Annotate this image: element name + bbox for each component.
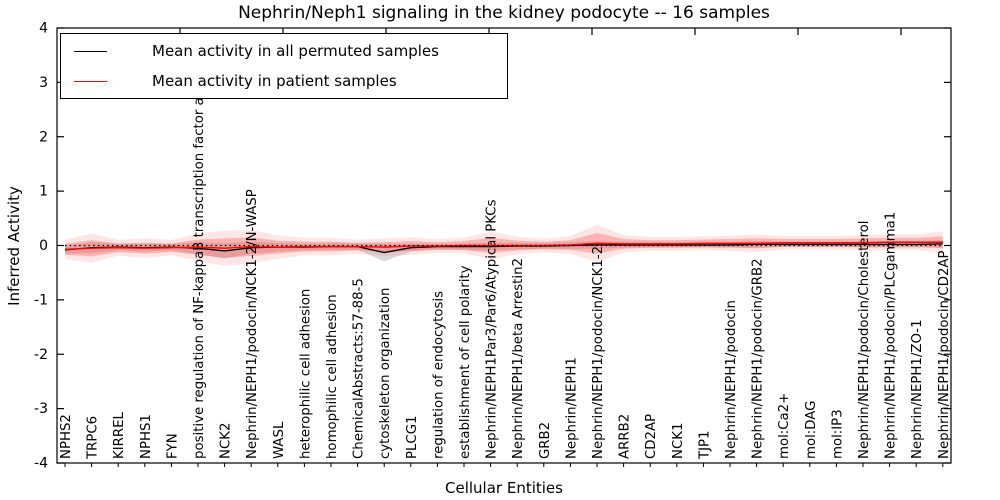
x-tick-label: regulation of endocytosis <box>431 291 446 459</box>
y-tick-label: 1 <box>39 184 48 200</box>
x-tick-label: cytoskeleton organization <box>378 288 393 459</box>
y-tick-label: -1 <box>34 292 48 308</box>
x-tick-label: homophilic cell adhesion <box>325 294 340 459</box>
x-tick-label: positive regulation of NF-kappaB transcr… <box>192 97 207 459</box>
x-tick-label: heterophilic cell adhesion <box>298 289 313 459</box>
x-tick-label: Nephrin/NEPH1/podocin/GRB2 <box>751 258 766 459</box>
x-tick-label: Nephrin/NEPH1/podocin/NCK1-2/N-WASP <box>245 189 260 459</box>
x-tick-label: NCK2 <box>219 423 234 459</box>
x-tick-label: TRPC6 <box>86 416 101 460</box>
x-tick-label: Nephrin/NEPH1Par3/Par6/Atypical PKCs <box>485 199 500 459</box>
legend-item-permuted: Mean activity in all permuted samples <box>61 36 439 66</box>
patient-mean-line <box>64 241 943 251</box>
x-tick-label: Nephrin/NEPH1/ZO-1 <box>910 319 925 459</box>
legend-label: Mean activity in all permuted samples <box>152 42 439 60</box>
x-tick-label: CD2AP <box>644 414 659 459</box>
x-tick-label: Nephrin/NEPH1/podocin/Cholesterol <box>857 221 872 459</box>
x-tick-label: establishment of cell polarity <box>458 265 473 459</box>
x-tick-label: NPHS1 <box>139 414 154 459</box>
permuted-line-sample-icon <box>74 50 107 52</box>
y-tick-label: -2 <box>34 347 48 363</box>
y-tick-label: 3 <box>39 75 48 91</box>
patient-line-sample-icon <box>74 80 107 82</box>
y-tick-label: 2 <box>39 129 48 145</box>
x-tick-label: TJP1 <box>697 430 712 460</box>
x-tick-label: mol:Ca2+ <box>777 393 792 459</box>
y-tick-label: 0 <box>39 238 48 254</box>
x-tick-label: ARRB2 <box>618 414 633 459</box>
x-tick-label: KIRREL <box>112 411 127 459</box>
legend-label: Mean activity in patient samples <box>152 72 397 90</box>
x-tick-label: Nephrin/NEPH1 <box>564 357 579 459</box>
x-tick-label: NPHS2 <box>59 414 74 459</box>
permuted-mean-line <box>64 243 943 254</box>
x-tick-label: GRB2 <box>538 422 553 459</box>
x-tick-label: FYN <box>165 433 180 459</box>
x-tick-label: PLCG1 <box>405 416 420 459</box>
x-tick-label: NCK1 <box>671 423 686 459</box>
x-tick-label: Nephrin/NEPH1/beta Arrestin2 <box>511 258 526 459</box>
y-tick-label: -4 <box>34 456 48 472</box>
x-axis-label: Cellular Entities <box>445 479 563 497</box>
chart-title: Nephrin/Neph1 signaling in the kidney po… <box>238 3 770 23</box>
x-tick-label: mol:DAG <box>804 401 819 459</box>
y-tick-label: -3 <box>34 401 48 417</box>
x-tick-label: ChemicalAbstracts:57-88-5 <box>352 278 367 459</box>
legend-box: Mean activity in all permuted samples Me… <box>60 33 508 99</box>
y-tick-label: 4 <box>39 21 48 37</box>
legend-item-patient: Mean activity in patient samples <box>61 66 397 96</box>
x-tick-label: Nephrin/NEPH1/podocin <box>724 300 739 459</box>
x-tick-label: Nephrin/NEPH1/podocin/NCK1-2 <box>591 246 606 459</box>
x-tick-label: WASL <box>272 421 287 459</box>
x-tick-label: mol:IP3 <box>830 409 845 459</box>
x-tick-label: Nephrin/NEPH1/podocin/PLCgamma1 <box>884 212 899 459</box>
